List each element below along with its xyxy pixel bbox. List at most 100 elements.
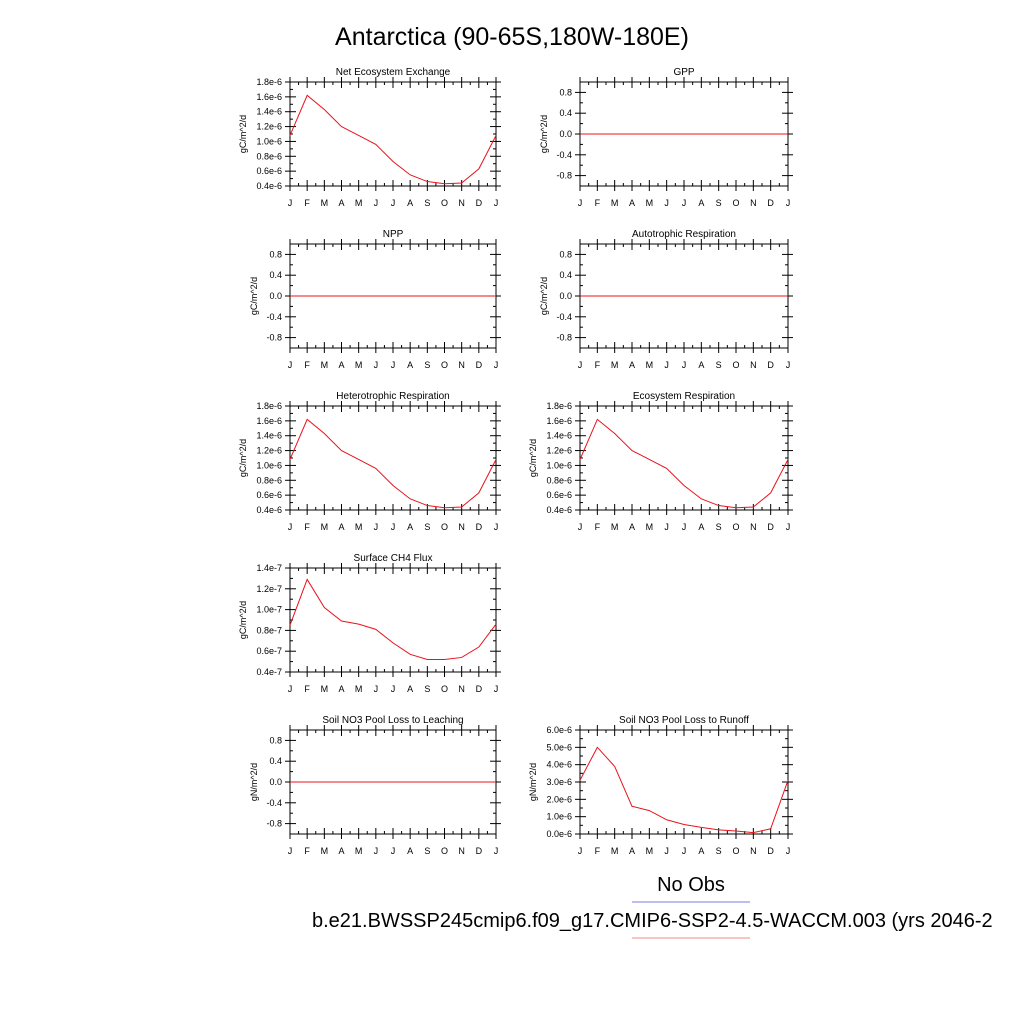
y-tick-label: 0.0 xyxy=(269,777,282,787)
x-tick-label: A xyxy=(698,360,704,370)
y-tick-label: 0.4e-6 xyxy=(256,505,282,515)
series-line xyxy=(289,578,497,661)
y-tick-label: 1.6e-6 xyxy=(256,416,282,426)
y-tick-label: 1.4e-7 xyxy=(256,563,282,573)
x-tick-label: M xyxy=(611,360,619,370)
x-tick-label: J xyxy=(578,198,583,208)
x-tick-label: J xyxy=(391,522,396,532)
y-tick-label: 3.0e-6 xyxy=(546,777,572,787)
y-axis-label: gN/m^2/d xyxy=(249,763,259,801)
y-tick-label: 4.0e-6 xyxy=(546,760,572,770)
y-tick-label: 0.4e-7 xyxy=(256,667,282,677)
series-line xyxy=(579,746,789,834)
y-tick-label: 0.8e-7 xyxy=(256,625,282,635)
y-tick-label: 1.2e-6 xyxy=(256,446,282,456)
x-tick-label: J xyxy=(578,360,583,370)
x-tick-label: A xyxy=(629,846,635,856)
x-tick-label: A xyxy=(629,198,635,208)
x-tick-label: F xyxy=(304,846,310,856)
y-tick-label: 0.6e-6 xyxy=(546,490,572,500)
x-tick-label: M xyxy=(646,360,654,370)
x-tick-label: O xyxy=(441,684,448,694)
y-tick-label: -0.4 xyxy=(556,312,572,322)
y-axis-label: gC/m^2/d xyxy=(238,115,248,153)
y-axis-label: gC/m^2/d xyxy=(539,115,549,153)
x-tick-label: D xyxy=(767,360,774,370)
y-axis-label: gN/m^2/d xyxy=(528,763,538,801)
legend: No Obs b.e21.BWSSP245cmip6.f09_g17.CMIP6… xyxy=(312,874,993,939)
plot-frame xyxy=(579,729,789,835)
y-tick-label: 0.6e-6 xyxy=(256,490,282,500)
x-tick-label: J xyxy=(664,522,669,532)
x-tick-label: O xyxy=(732,198,739,208)
x-tick-label: S xyxy=(716,846,722,856)
x-tick-label: J xyxy=(374,846,379,856)
x-tick-label: M xyxy=(646,198,654,208)
x-tick-label: M xyxy=(646,846,654,856)
x-tick-label: J xyxy=(578,522,583,532)
series-line xyxy=(289,94,497,185)
x-tick-label: S xyxy=(424,522,430,532)
plot-frame xyxy=(289,81,497,187)
y-tick-label: 1.8e-6 xyxy=(256,401,282,411)
panel-title: GPP xyxy=(673,67,694,78)
y-tick-label: -0.8 xyxy=(266,333,282,343)
x-tick-label: J xyxy=(288,198,293,208)
x-tick-label: J xyxy=(374,198,379,208)
y-axis-label: gC/m^2/d xyxy=(238,439,248,477)
x-tick-label: A xyxy=(629,360,635,370)
x-tick-label: D xyxy=(476,360,483,370)
x-tick-label: J xyxy=(786,522,791,532)
x-tick-label: J xyxy=(494,360,499,370)
x-tick-label: F xyxy=(304,198,310,208)
x-tick-label: D xyxy=(767,522,774,532)
x-tick-label: A xyxy=(698,522,704,532)
x-tick-label: J xyxy=(288,684,293,694)
x-tick-label: N xyxy=(750,522,757,532)
x-tick-label: A xyxy=(698,846,704,856)
x-tick-label: A xyxy=(407,522,413,532)
x-tick-label: A xyxy=(407,360,413,370)
x-tick-label: O xyxy=(732,846,739,856)
y-tick-label: 1.4e-6 xyxy=(546,431,572,441)
series-line xyxy=(289,418,497,509)
x-tick-label: J xyxy=(664,846,669,856)
x-tick-label: D xyxy=(476,846,483,856)
x-tick-label: M xyxy=(611,846,619,856)
y-tick-label: 2.0e-6 xyxy=(546,794,572,804)
x-tick-label: F xyxy=(304,522,310,532)
legend-obs-label: No Obs xyxy=(657,874,725,896)
y-tick-label: 1.8e-6 xyxy=(256,77,282,87)
y-tick-label: -0.4 xyxy=(266,312,282,322)
y-tick-label: -0.4 xyxy=(266,798,282,808)
x-tick-label: J xyxy=(664,360,669,370)
y-tick-label: 1.0e-6 xyxy=(256,460,282,470)
x-tick-label: F xyxy=(595,360,601,370)
x-tick-label: S xyxy=(716,198,722,208)
y-tick-label: 5.0e-6 xyxy=(546,742,572,752)
x-tick-label: A xyxy=(338,684,344,694)
x-tick-label: O xyxy=(732,360,739,370)
y-axis-label: gC/m^2/d xyxy=(539,277,549,315)
x-tick-label: N xyxy=(458,684,465,694)
x-tick-label: N xyxy=(458,522,465,532)
x-tick-label: J xyxy=(494,522,499,532)
x-tick-label: J xyxy=(682,198,687,208)
x-tick-label: J xyxy=(578,846,583,856)
y-axis-label: gC/m^2/d xyxy=(238,601,248,639)
x-tick-label: D xyxy=(767,198,774,208)
x-tick-label: J xyxy=(391,360,396,370)
x-tick-label: M xyxy=(321,522,329,532)
y-tick-label: 0.8 xyxy=(559,87,572,97)
y-tick-label: 1.0e-6 xyxy=(256,136,282,146)
y-tick-label: -0.8 xyxy=(556,171,572,181)
y-tick-label: 1.6e-6 xyxy=(256,92,282,102)
y-tick-label: -0.8 xyxy=(266,819,282,829)
x-tick-label: S xyxy=(716,522,722,532)
x-tick-label: J xyxy=(786,846,791,856)
y-tick-label: 0.0e-6 xyxy=(546,829,572,839)
x-tick-label: M xyxy=(355,846,363,856)
panel-title: Soil NO3 Pool Loss to Runoff xyxy=(619,715,749,726)
